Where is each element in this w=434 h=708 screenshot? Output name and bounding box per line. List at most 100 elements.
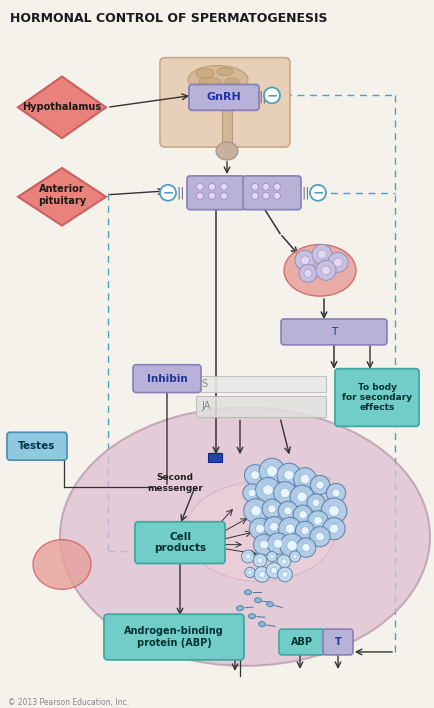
Circle shape bbox=[279, 518, 302, 540]
Circle shape bbox=[263, 183, 270, 190]
Circle shape bbox=[245, 567, 255, 578]
Circle shape bbox=[208, 183, 216, 190]
Polygon shape bbox=[18, 168, 106, 226]
Circle shape bbox=[323, 518, 345, 539]
Circle shape bbox=[248, 571, 252, 574]
Circle shape bbox=[296, 538, 316, 557]
Circle shape bbox=[333, 258, 342, 267]
Circle shape bbox=[316, 261, 336, 280]
Circle shape bbox=[310, 185, 326, 201]
Circle shape bbox=[197, 193, 204, 199]
Text: −: − bbox=[266, 88, 278, 103]
Circle shape bbox=[318, 250, 326, 259]
Circle shape bbox=[299, 264, 317, 282]
Text: ||: || bbox=[258, 91, 266, 104]
Circle shape bbox=[264, 517, 284, 537]
FancyBboxPatch shape bbox=[133, 365, 201, 392]
Circle shape bbox=[284, 470, 294, 480]
Circle shape bbox=[301, 527, 309, 535]
Circle shape bbox=[251, 193, 259, 199]
Text: ||: || bbox=[177, 186, 185, 199]
Circle shape bbox=[160, 185, 176, 201]
Ellipse shape bbox=[244, 590, 251, 595]
Circle shape bbox=[243, 498, 268, 523]
Circle shape bbox=[263, 193, 270, 199]
Circle shape bbox=[293, 505, 313, 525]
Circle shape bbox=[244, 464, 266, 486]
Circle shape bbox=[263, 485, 273, 495]
Circle shape bbox=[268, 505, 276, 513]
Ellipse shape bbox=[266, 602, 273, 607]
Circle shape bbox=[197, 183, 204, 190]
Text: Testes: Testes bbox=[18, 441, 56, 451]
Text: Inhibin: Inhibin bbox=[147, 374, 187, 384]
Circle shape bbox=[299, 510, 307, 519]
Circle shape bbox=[266, 466, 277, 476]
Text: JA: JA bbox=[201, 401, 210, 411]
Circle shape bbox=[282, 571, 288, 578]
Circle shape bbox=[316, 532, 324, 541]
Ellipse shape bbox=[217, 67, 233, 76]
Circle shape bbox=[332, 489, 340, 497]
Circle shape bbox=[267, 533, 289, 554]
FancyBboxPatch shape bbox=[160, 57, 290, 147]
Circle shape bbox=[290, 485, 314, 508]
Circle shape bbox=[278, 501, 298, 520]
Circle shape bbox=[328, 253, 348, 273]
Circle shape bbox=[310, 475, 330, 495]
Circle shape bbox=[321, 498, 347, 524]
Circle shape bbox=[296, 521, 315, 540]
Circle shape bbox=[316, 481, 324, 489]
Text: Androgen-binding
protein (ABP): Androgen-binding protein (ABP) bbox=[124, 627, 224, 648]
Circle shape bbox=[307, 494, 325, 512]
Circle shape bbox=[280, 534, 304, 558]
Text: Anterior
pituitary: Anterior pituitary bbox=[38, 184, 86, 205]
Ellipse shape bbox=[254, 598, 261, 603]
Circle shape bbox=[249, 518, 271, 539]
Circle shape bbox=[208, 193, 216, 199]
Circle shape bbox=[266, 563, 282, 578]
Text: ABP: ABP bbox=[291, 637, 313, 647]
Circle shape bbox=[251, 183, 259, 190]
Circle shape bbox=[273, 193, 280, 199]
Circle shape bbox=[260, 540, 268, 549]
Bar bbox=[196, 396, 326, 418]
Ellipse shape bbox=[225, 78, 239, 85]
Circle shape bbox=[312, 499, 320, 507]
Circle shape bbox=[220, 193, 227, 199]
Circle shape bbox=[312, 244, 332, 264]
FancyBboxPatch shape bbox=[256, 477, 330, 541]
Circle shape bbox=[329, 524, 339, 533]
Ellipse shape bbox=[237, 606, 243, 611]
FancyBboxPatch shape bbox=[189, 84, 259, 110]
Circle shape bbox=[322, 266, 331, 275]
Circle shape bbox=[248, 489, 256, 497]
FancyBboxPatch shape bbox=[281, 319, 387, 345]
Text: GnRH: GnRH bbox=[207, 92, 241, 103]
Text: T: T bbox=[331, 327, 337, 337]
Text: S: S bbox=[201, 379, 207, 389]
FancyBboxPatch shape bbox=[135, 522, 225, 564]
Text: −: − bbox=[162, 185, 174, 200]
Text: Hypothalamus: Hypothalamus bbox=[23, 103, 102, 113]
Circle shape bbox=[270, 523, 278, 531]
Circle shape bbox=[245, 554, 250, 559]
Circle shape bbox=[250, 471, 260, 479]
Circle shape bbox=[243, 484, 261, 502]
Circle shape bbox=[241, 550, 255, 563]
Ellipse shape bbox=[199, 77, 221, 86]
Text: Cell
products: Cell products bbox=[154, 532, 206, 554]
Circle shape bbox=[277, 463, 301, 487]
Circle shape bbox=[300, 474, 310, 484]
Circle shape bbox=[329, 506, 339, 516]
Circle shape bbox=[300, 256, 309, 265]
Bar bbox=[222, 99, 232, 149]
Bar bbox=[196, 376, 326, 392]
Circle shape bbox=[220, 183, 227, 190]
Ellipse shape bbox=[259, 622, 266, 627]
Circle shape bbox=[295, 251, 315, 270]
Circle shape bbox=[267, 552, 277, 561]
FancyBboxPatch shape bbox=[279, 629, 325, 655]
Circle shape bbox=[273, 481, 296, 504]
Circle shape bbox=[259, 571, 265, 578]
